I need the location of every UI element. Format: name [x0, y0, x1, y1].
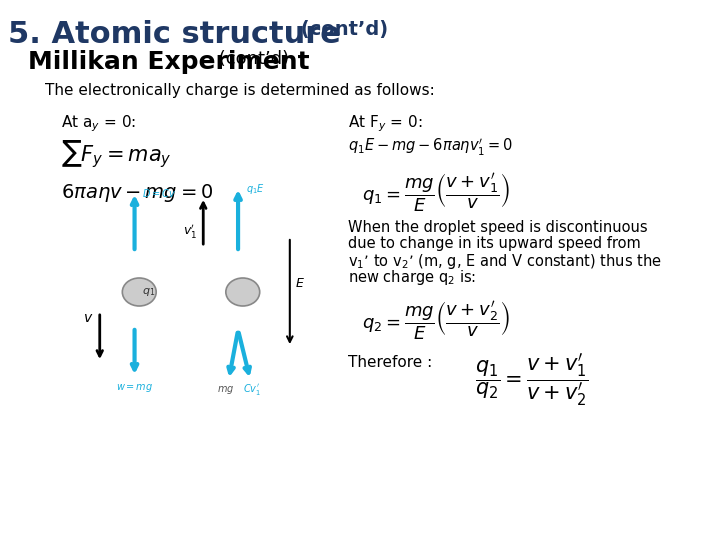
Text: At a$_y$ = 0:: At a$_y$ = 0:	[61, 113, 136, 133]
Ellipse shape	[226, 278, 260, 306]
Text: (cont’d): (cont’d)	[294, 20, 387, 39]
Text: v$_1$’ to v$_2$’ (m, g, E and V constant) thus the: v$_1$’ to v$_2$’ (m, g, E and V constant…	[348, 252, 662, 271]
Text: $q_1 = \dfrac{mg}{E}\left(\dfrac{v + v_1'}{v}\right)$: $q_1 = \dfrac{mg}{E}\left(\dfrac{v + v_1…	[362, 172, 510, 214]
Text: (cont’d): (cont’d)	[212, 50, 289, 68]
Ellipse shape	[122, 278, 156, 306]
Text: $\sum F_y = ma_y$: $\sum F_y = ma_y$	[61, 138, 172, 170]
Text: Millikan Experiment: Millikan Experiment	[28, 50, 310, 74]
Text: $w=mg$: $w=mg$	[116, 382, 153, 394]
Text: $q_1$: $q_1$	[142, 286, 156, 298]
Text: $q_2 = \dfrac{mg}{E}\left(\dfrac{v + v_2'}{v}\right)$: $q_2 = \dfrac{mg}{E}\left(\dfrac{v + v_2…	[362, 300, 510, 342]
Text: 5. Atomic structure: 5. Atomic structure	[7, 20, 341, 49]
Text: The electronically charge is determined as follows:: The electronically charge is determined …	[45, 83, 435, 98]
Text: $\dfrac{q_1}{q_2} = \dfrac{v + v_1'}{v + v_2'}$: $\dfrac{q_1}{q_2} = \dfrac{v + v_1'}{v +…	[475, 352, 589, 409]
Text: due to change in its upward speed from: due to change in its upward speed from	[348, 236, 641, 251]
Text: $q_1E - mg - 6\pi a\eta v_1' = 0$: $q_1E - mg - 6\pi a\eta v_1' = 0$	[348, 137, 513, 158]
Text: $v$: $v$	[84, 311, 94, 325]
Text: new charge q$_2$ is:: new charge q$_2$ is:	[348, 268, 476, 287]
Text: $E$: $E$	[295, 277, 305, 290]
Text: $mg$: $mg$	[217, 384, 235, 396]
Text: $6\pi a\eta v - mg = 0$: $6\pi a\eta v - mg = 0$	[61, 182, 213, 204]
Text: $D=Cv$: $D=Cv$	[142, 187, 176, 199]
Text: $v_1'$: $v_1'$	[183, 221, 197, 240]
Text: Therefore :: Therefore :	[348, 355, 433, 370]
Text: When the droplet speed is discontinuous: When the droplet speed is discontinuous	[348, 220, 648, 235]
Text: At F$_y$ = 0:: At F$_y$ = 0:	[348, 113, 423, 133]
Text: $q_1E$: $q_1E$	[246, 182, 264, 196]
Text: $Cv_1'$: $Cv_1'$	[243, 382, 261, 397]
